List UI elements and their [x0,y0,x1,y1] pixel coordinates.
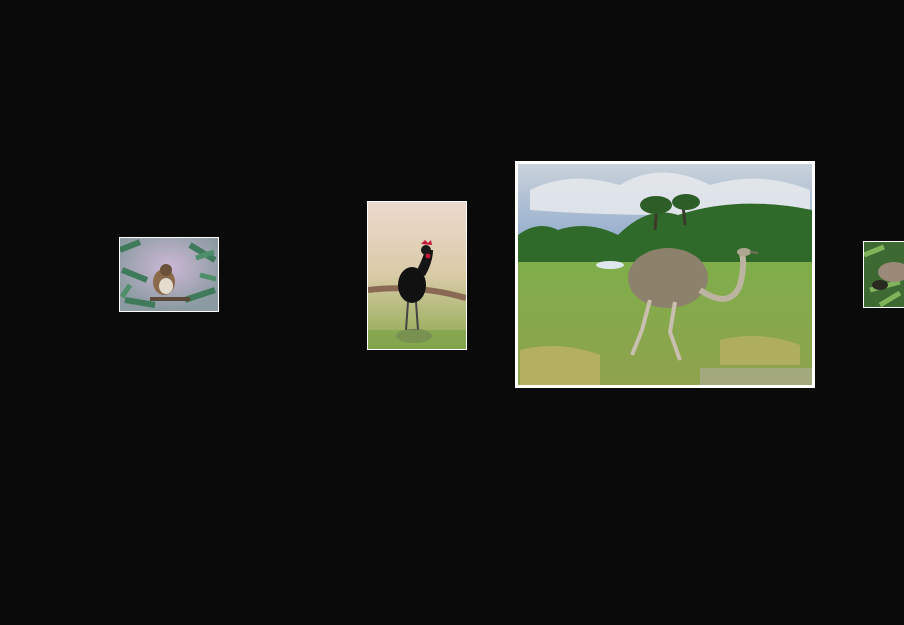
photo-chicken[interactable] [367,201,467,350]
photo-ostrich[interactable] [515,161,815,388]
photo-next[interactable] [863,241,904,308]
photo-sparrow[interactable] [119,237,219,312]
